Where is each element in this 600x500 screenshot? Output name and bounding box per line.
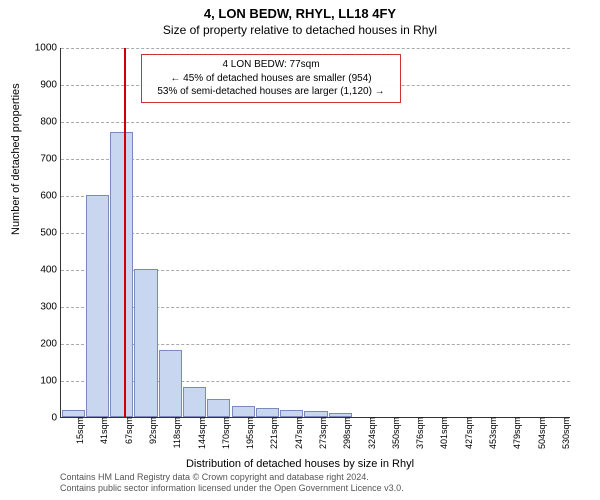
x-tick-label: 92sqm	[146, 417, 158, 444]
x-tick-label: 118sqm	[170, 417, 182, 448]
property-info-line: ← 45% of detached houses are smaller (95…	[148, 72, 394, 86]
chart-subtitle: Size of property relative to detached ho…	[0, 23, 600, 37]
x-tick-label: 504sqm	[535, 417, 547, 449]
histogram-bar	[134, 269, 157, 417]
y-tick-label: 800	[40, 117, 61, 128]
gridline	[61, 48, 570, 49]
property-info-line: 53% of semi-detached houses are larger (…	[148, 85, 394, 99]
x-tick-label: 427sqm	[462, 417, 474, 449]
x-tick-label: 530sqm	[559, 417, 571, 449]
histogram-bar	[86, 195, 109, 417]
histogram-bar	[256, 408, 279, 417]
x-tick-label: 298sqm	[340, 417, 352, 449]
y-tick-label: 1000	[35, 43, 61, 54]
x-tick-label: 273sqm	[316, 417, 328, 449]
x-tick-label: 350sqm	[389, 417, 401, 449]
chart-title: 4, LON BEDW, RHYL, LL18 4FY	[0, 6, 600, 21]
plot-area: 0100200300400500600700800900100015sqm41s…	[60, 48, 570, 418]
x-tick-label: 376sqm	[413, 417, 425, 449]
gridline	[61, 159, 570, 160]
attribution-line: Contains HM Land Registry data © Crown c…	[60, 472, 590, 483]
x-tick-label: 247sqm	[292, 417, 304, 449]
x-tick-label: 324sqm	[365, 417, 377, 449]
property-info-line: 4 LON BEDW: 77sqm	[148, 58, 394, 72]
x-tick-label: 453sqm	[486, 417, 498, 449]
histogram-bar	[207, 399, 230, 418]
y-tick-label: 700	[40, 154, 61, 165]
attribution-line: Contains public sector information licen…	[60, 483, 590, 494]
y-tick-label: 600	[40, 191, 61, 202]
x-tick-label: 144sqm	[195, 417, 207, 449]
x-tick-label: 67sqm	[122, 417, 134, 444]
x-tick-label: 41sqm	[97, 417, 109, 444]
y-axis-label: Number of detached properties	[10, 83, 22, 235]
histogram-bar	[62, 410, 85, 417]
histogram-bar	[232, 406, 255, 417]
y-tick-label: 100	[40, 376, 61, 387]
x-tick-label: 221sqm	[267, 417, 279, 449]
gridline	[61, 122, 570, 123]
histogram-bar	[110, 132, 133, 417]
x-tick-label: 15sqm	[73, 417, 85, 444]
x-axis-label: Distribution of detached houses by size …	[0, 458, 600, 470]
y-tick-label: 900	[40, 80, 61, 91]
y-tick-label: 500	[40, 228, 61, 239]
x-tick-label: 479sqm	[510, 417, 522, 449]
histogram-bar	[183, 387, 206, 417]
y-tick-label: 200	[40, 339, 61, 350]
x-tick-label: 401sqm	[437, 417, 449, 449]
chart-title-block: 4, LON BEDW, RHYL, LL18 4FY Size of prop…	[0, 0, 600, 37]
gridline	[61, 233, 570, 234]
attribution: Contains HM Land Registry data © Crown c…	[60, 472, 590, 494]
gridline	[61, 196, 570, 197]
property-marker-line	[124, 48, 126, 417]
y-tick-label: 400	[40, 265, 61, 276]
x-tick-label: 195sqm	[243, 417, 255, 449]
histogram-bar	[280, 410, 303, 417]
y-tick-label: 0	[51, 413, 61, 424]
y-tick-label: 300	[40, 302, 61, 313]
property-info-box: 4 LON BEDW: 77sqm← 45% of detached house…	[141, 54, 401, 103]
histogram-bar	[159, 350, 182, 417]
x-tick-label: 170sqm	[219, 417, 231, 449]
